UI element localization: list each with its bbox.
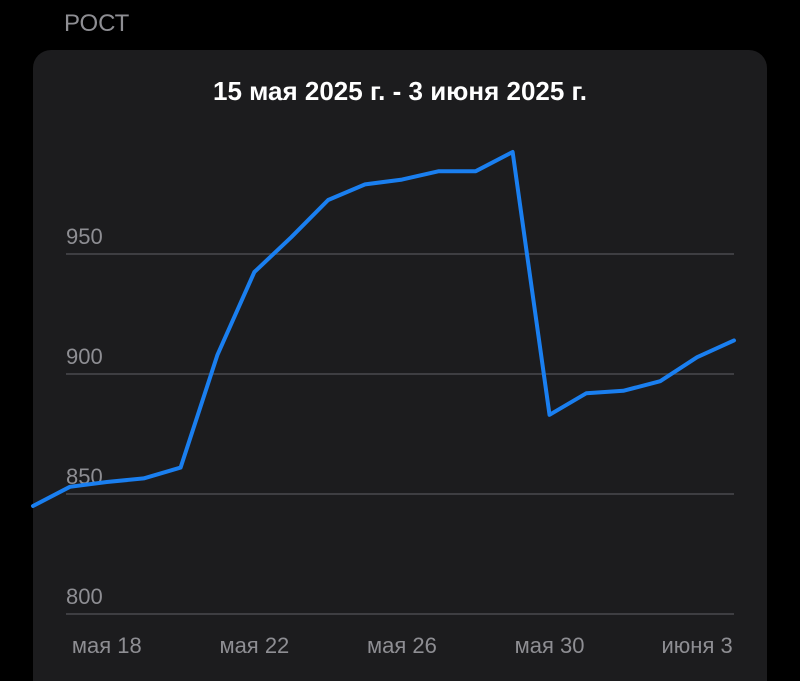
x-tick-label: мая 18: [72, 633, 142, 658]
y-tick-label: 800: [66, 584, 103, 609]
x-tick-label: июня 3: [662, 633, 733, 658]
y-tick-label: 900: [66, 344, 103, 369]
card: [33, 50, 767, 681]
x-tick-label: мая 26: [367, 633, 437, 658]
data-line: [31, 150, 736, 508]
section-header: РОСТ: [64, 10, 130, 37]
y-tick-label: 950: [66, 224, 103, 249]
x-tick-label: мая 22: [219, 633, 289, 658]
chart-title: 15 мая 2025 г. - 3 июня 2025 г.: [213, 76, 587, 106]
x-tick-label: мая 30: [515, 633, 585, 658]
